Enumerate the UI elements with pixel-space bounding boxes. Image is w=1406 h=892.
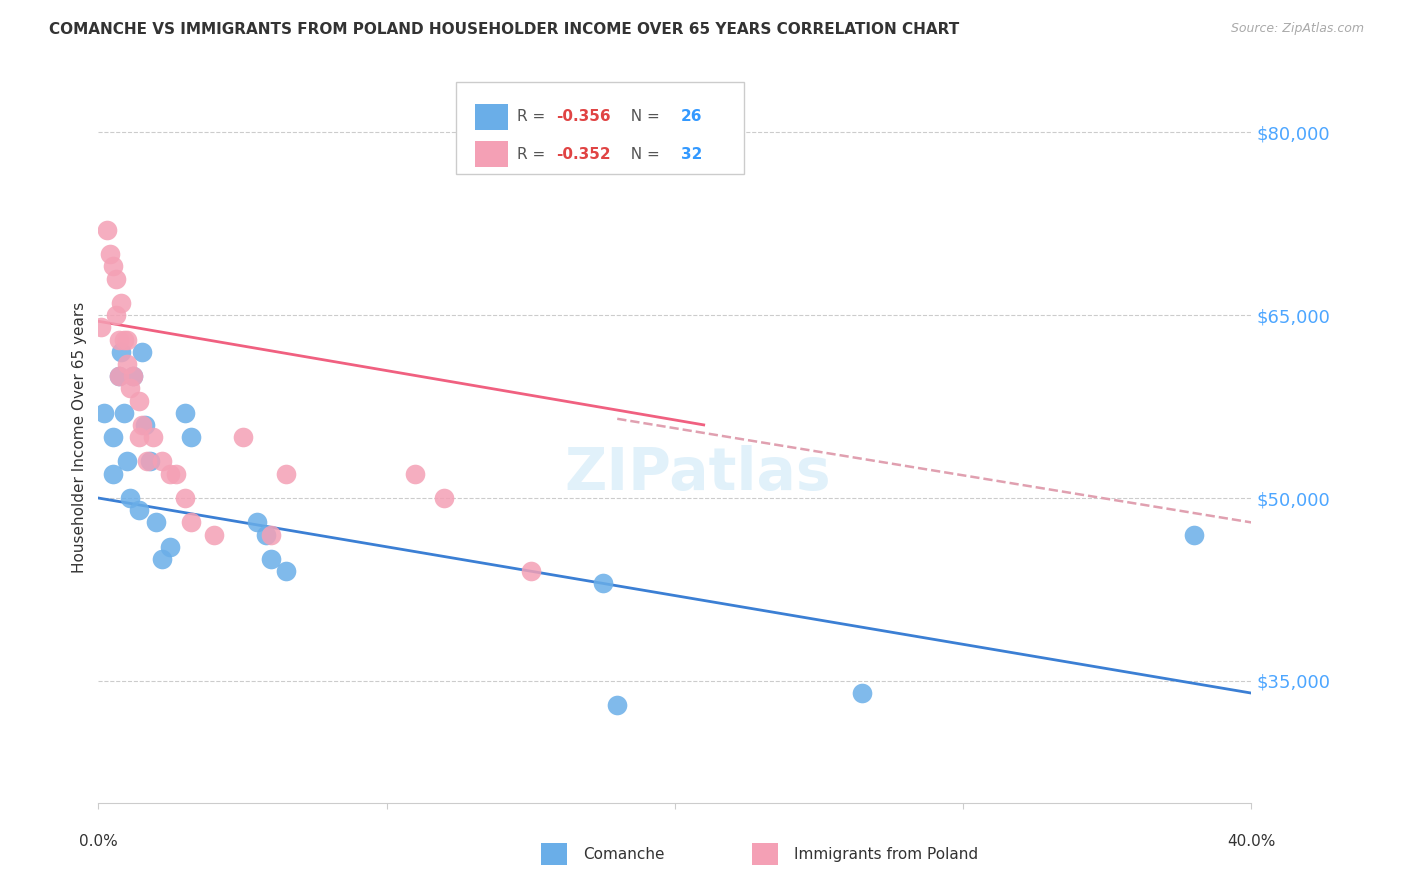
Point bbox=[107, 369, 129, 384]
Point bbox=[260, 552, 283, 566]
Text: -0.352: -0.352 bbox=[557, 146, 610, 161]
Point bbox=[93, 406, 115, 420]
Point bbox=[180, 430, 202, 444]
Point bbox=[139, 454, 162, 468]
Point bbox=[117, 357, 139, 371]
Point bbox=[101, 260, 124, 274]
Y-axis label: Householder Income Over 65 years: Householder Income Over 65 years bbox=[72, 301, 87, 573]
Point bbox=[180, 516, 202, 530]
Point bbox=[131, 417, 153, 432]
Point bbox=[122, 369, 145, 384]
Point bbox=[120, 491, 142, 505]
Text: 0.0%: 0.0% bbox=[79, 834, 118, 849]
Point bbox=[246, 516, 269, 530]
Point bbox=[136, 454, 159, 468]
Text: 32: 32 bbox=[681, 146, 702, 161]
Point bbox=[122, 369, 145, 384]
Point bbox=[159, 467, 181, 481]
Point bbox=[98, 247, 121, 261]
Point bbox=[142, 430, 165, 444]
Bar bbox=[475, 141, 508, 167]
Text: R =: R = bbox=[517, 146, 550, 161]
Bar bbox=[475, 103, 508, 130]
Point bbox=[202, 527, 225, 541]
Point bbox=[107, 333, 129, 347]
Point bbox=[254, 527, 277, 541]
Point bbox=[131, 344, 153, 359]
Point bbox=[104, 308, 127, 322]
Point bbox=[110, 344, 132, 359]
Point bbox=[260, 527, 283, 541]
Point bbox=[134, 417, 156, 432]
Text: N =: N = bbox=[620, 146, 664, 161]
Point bbox=[174, 406, 197, 420]
Text: Comanche: Comanche bbox=[583, 847, 665, 862]
Text: ZIPatlas: ZIPatlas bbox=[565, 445, 831, 502]
Point bbox=[274, 564, 297, 578]
Point bbox=[693, 137, 716, 152]
Text: COMANCHE VS IMMIGRANTS FROM POLAND HOUSEHOLDER INCOME OVER 65 YEARS CORRELATION : COMANCHE VS IMMIGRANTS FROM POLAND HOUSE… bbox=[49, 22, 959, 37]
Point bbox=[117, 333, 139, 347]
Point bbox=[104, 271, 127, 285]
Point bbox=[112, 333, 135, 347]
Text: -0.356: -0.356 bbox=[557, 109, 610, 124]
Point bbox=[174, 491, 197, 505]
Point bbox=[405, 467, 427, 481]
Text: Immigrants from Poland: Immigrants from Poland bbox=[794, 847, 979, 862]
Point bbox=[112, 406, 135, 420]
Point bbox=[110, 296, 132, 310]
Point bbox=[274, 467, 297, 481]
Point bbox=[128, 503, 150, 517]
Text: R =: R = bbox=[517, 109, 550, 124]
Point bbox=[107, 369, 129, 384]
Point bbox=[150, 454, 173, 468]
Point bbox=[159, 540, 181, 554]
Point bbox=[145, 516, 167, 530]
Text: N =: N = bbox=[620, 109, 664, 124]
Point bbox=[150, 552, 173, 566]
Point bbox=[851, 686, 873, 700]
Point bbox=[433, 491, 456, 505]
Point bbox=[1182, 527, 1205, 541]
Point bbox=[120, 381, 142, 395]
Point bbox=[90, 320, 112, 334]
Point bbox=[592, 576, 614, 591]
Point bbox=[128, 393, 150, 408]
Point bbox=[165, 467, 187, 481]
Point bbox=[520, 564, 543, 578]
Point bbox=[117, 454, 139, 468]
Point bbox=[128, 430, 150, 444]
Point bbox=[606, 698, 628, 713]
Text: Source: ZipAtlas.com: Source: ZipAtlas.com bbox=[1230, 22, 1364, 36]
Point bbox=[101, 430, 124, 444]
FancyBboxPatch shape bbox=[456, 82, 744, 174]
Text: 40.0%: 40.0% bbox=[1227, 834, 1275, 849]
Point bbox=[101, 467, 124, 481]
Text: 26: 26 bbox=[681, 109, 702, 124]
Point bbox=[231, 430, 254, 444]
Point bbox=[96, 223, 118, 237]
